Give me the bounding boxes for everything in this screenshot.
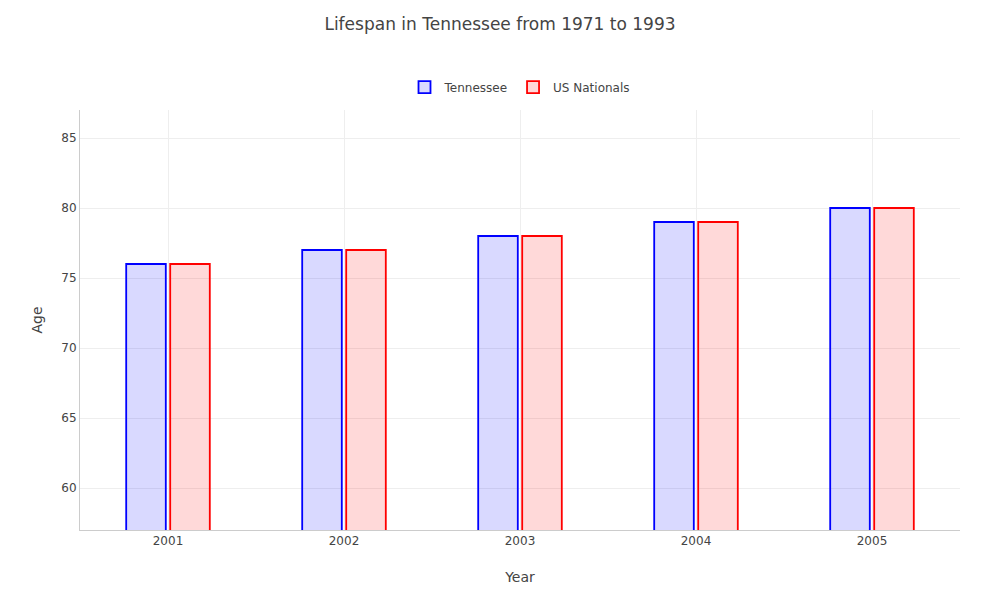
svg-text:60: 60 xyxy=(61,481,76,495)
svg-text:2003: 2003 xyxy=(505,534,536,548)
svg-text:2005: 2005 xyxy=(857,534,888,548)
svg-text:80: 80 xyxy=(61,201,76,215)
svg-text:US Nationals: US Nationals xyxy=(553,81,629,95)
svg-text:70: 70 xyxy=(61,341,76,355)
svg-text:Year: Year xyxy=(504,569,535,585)
svg-text:75: 75 xyxy=(61,271,76,285)
svg-text:2001: 2001 xyxy=(153,534,184,548)
svg-text:65: 65 xyxy=(61,411,76,425)
svg-text:2004: 2004 xyxy=(681,534,712,548)
svg-text:Tennessee: Tennessee xyxy=(444,81,508,95)
svg-text:Lifespan in Tennessee from 197: Lifespan in Tennessee from 1971 to 1993 xyxy=(324,14,675,34)
svg-text:85: 85 xyxy=(61,131,76,145)
svg-text:2002: 2002 xyxy=(329,534,360,548)
svg-text:Age: Age xyxy=(29,306,45,333)
